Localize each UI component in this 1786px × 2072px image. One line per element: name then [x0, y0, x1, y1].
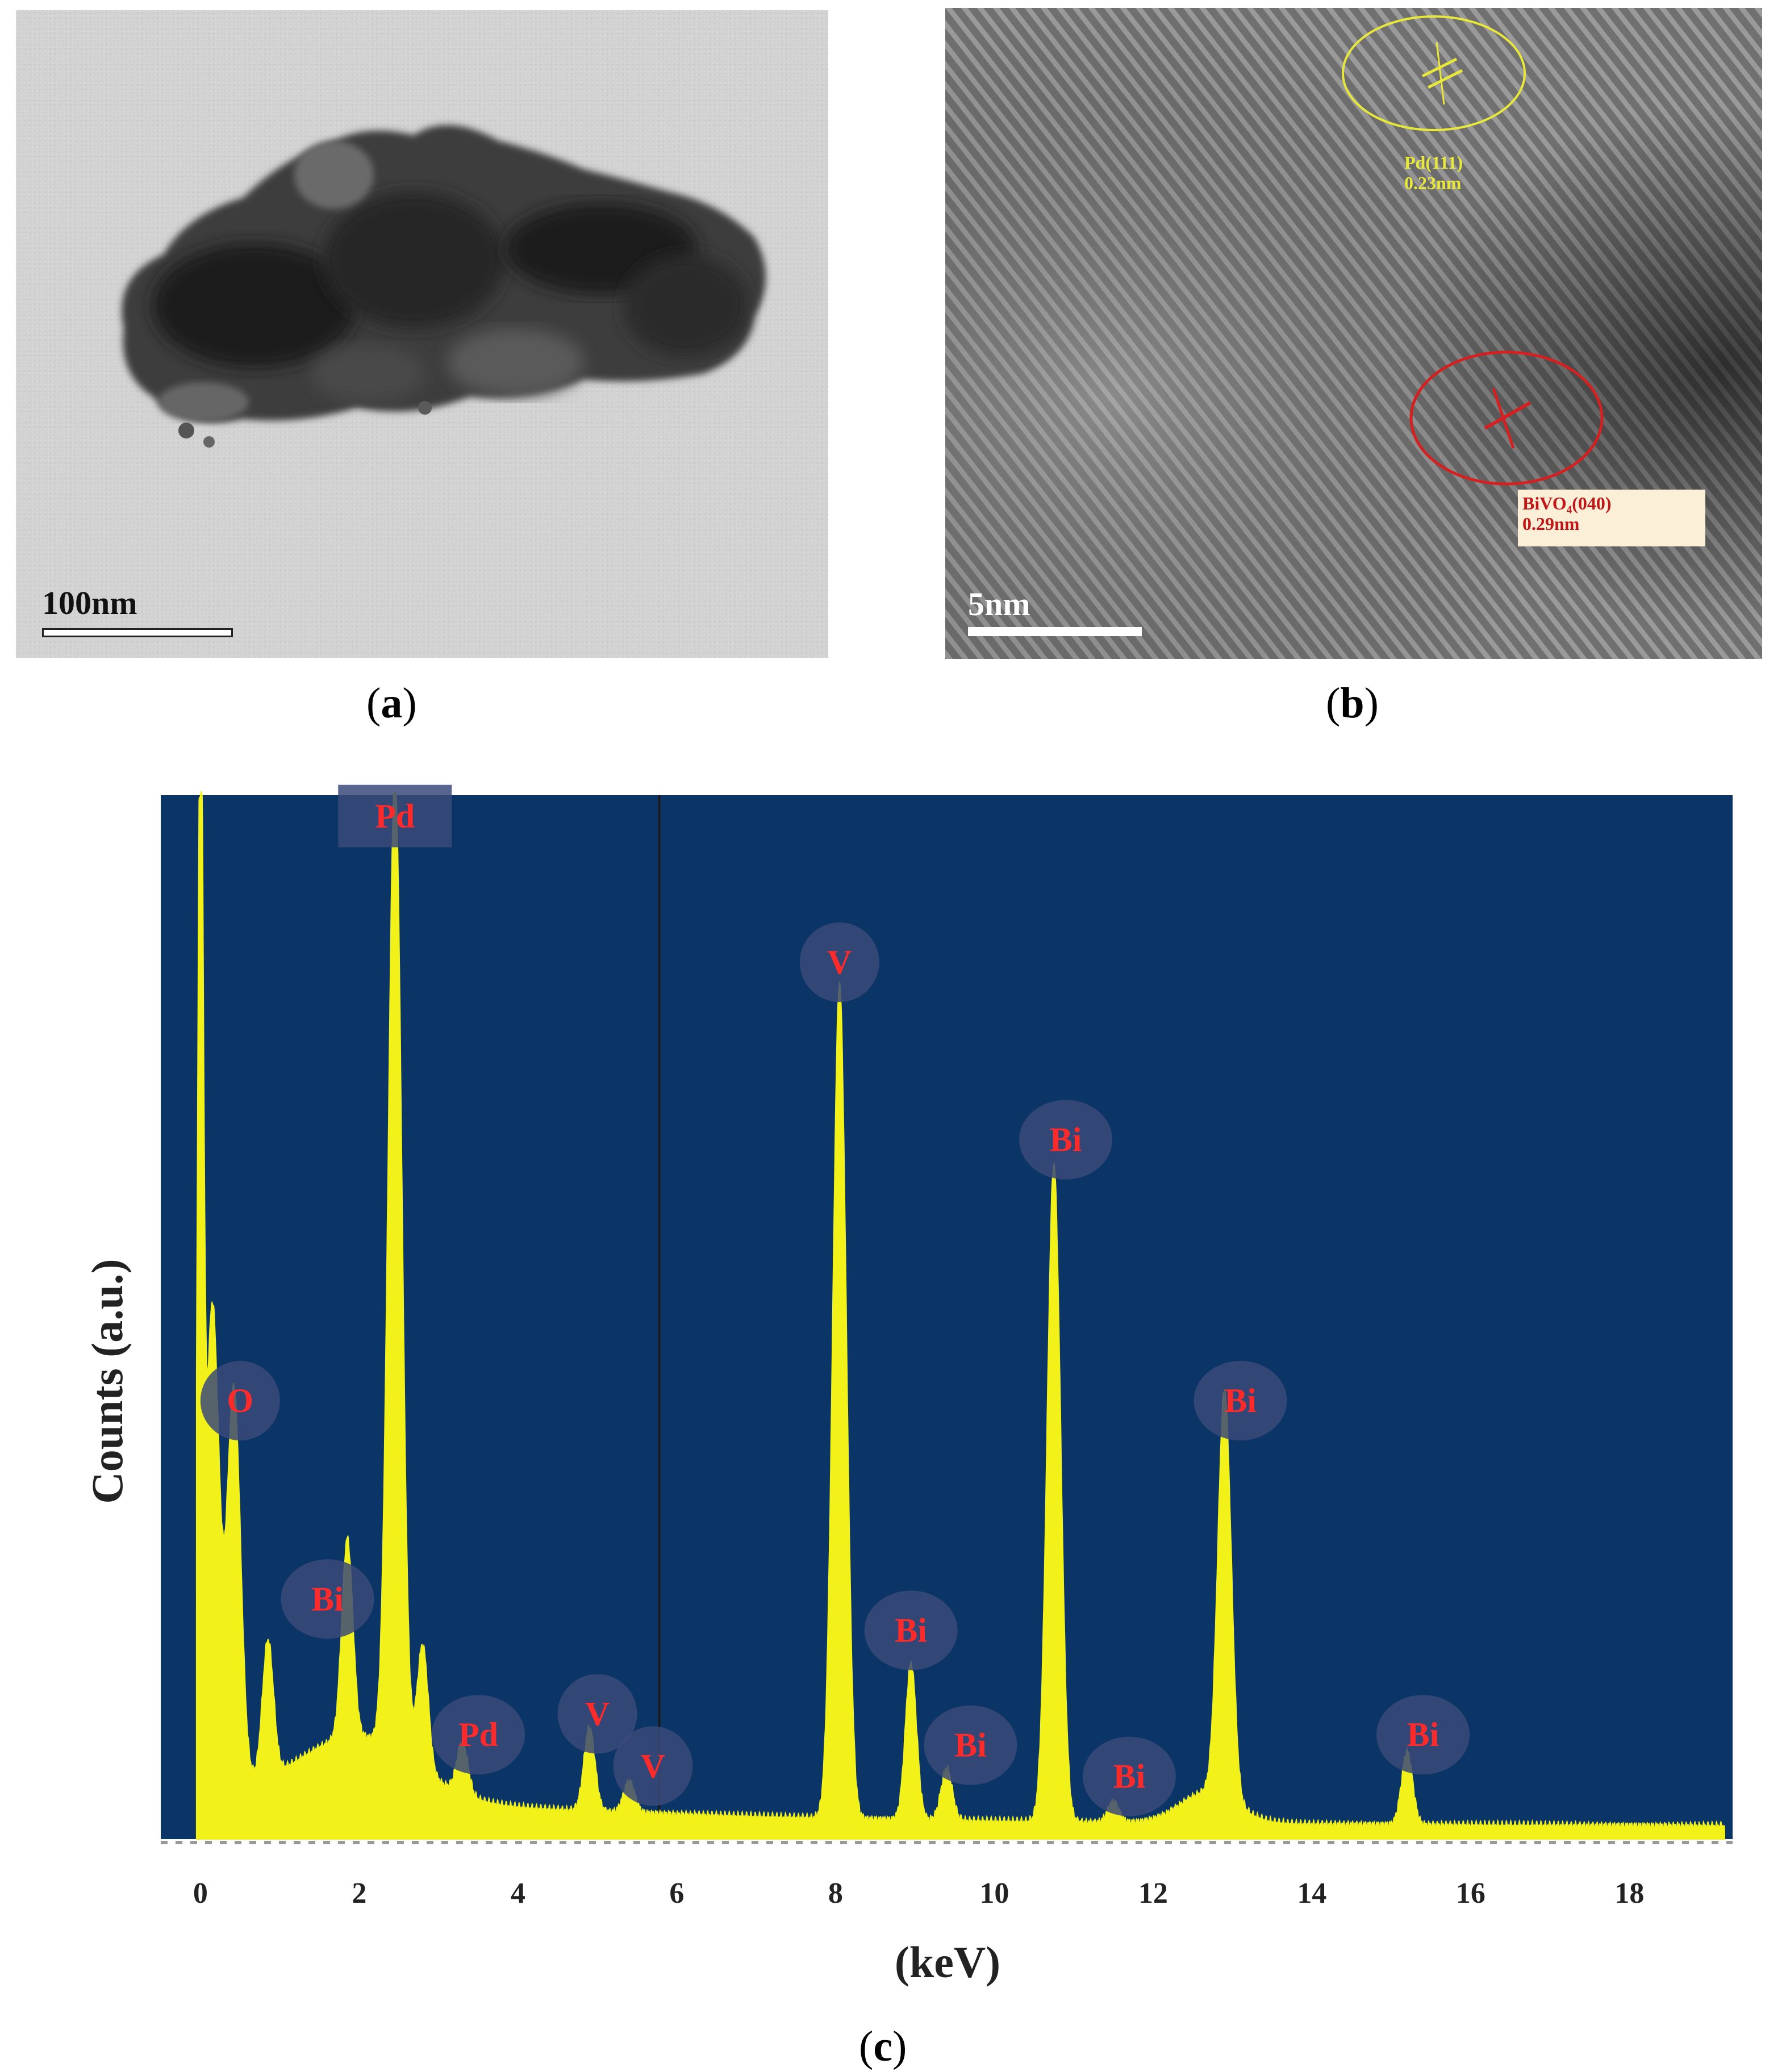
peak-label-badge — [1082, 1736, 1176, 1816]
peak-label-text: Bi — [1407, 1716, 1439, 1753]
scale-bar-b — [968, 627, 1142, 636]
peak-label-text: Pd — [375, 797, 415, 835]
x-tick-label: 4 — [511, 1877, 525, 1910]
x-tick-label: 10 — [979, 1877, 1009, 1910]
peak-label: Bi — [864, 1590, 958, 1670]
peak-label-badge — [864, 1590, 958, 1670]
peak-label: Bi — [1194, 1361, 1287, 1441]
peak-label-text: Bi — [1224, 1382, 1257, 1419]
peak-label-badge — [338, 784, 452, 847]
peak-label: V — [557, 1674, 637, 1754]
pd-lattice-label: Pd(111) 0.23nm — [1404, 152, 1463, 193]
x-tick-label: 18 — [1614, 1877, 1644, 1910]
panel-letter-c: (c) — [859, 2023, 907, 2070]
peak-label-badge — [431, 1695, 525, 1775]
peak-label: V — [613, 1726, 693, 1806]
peak-label: V — [799, 922, 879, 1002]
x-tick-label: 14 — [1297, 1877, 1326, 1910]
peak-label-text: V — [827, 943, 852, 981]
peak-label: O — [200, 1361, 280, 1441]
peak-label-text: O — [227, 1382, 253, 1419]
tem-particle-image — [122, 125, 766, 448]
peak-label-badge — [200, 1361, 280, 1441]
peak-label-text: Bi — [954, 1727, 987, 1764]
peak-label-text: Bi — [1050, 1121, 1082, 1159]
panel-letter-b: (b) — [1326, 679, 1379, 727]
peak-label-badge — [613, 1726, 693, 1806]
scale-label-a: 100nm — [42, 584, 137, 621]
peak-label: Bi — [924, 1705, 1017, 1785]
hrtem-lattice-image — [945, 8, 1762, 659]
bivo4-lattice-label: BiVO₄(040) 0.29nm — [1518, 490, 1705, 546]
x-tick-label: 2 — [352, 1877, 366, 1910]
peak-label-text: Bi — [311, 1580, 344, 1618]
x-tick-label: 12 — [1138, 1877, 1168, 1910]
peak-label-text: V — [641, 1747, 665, 1785]
spectrum-layer — [195, 791, 1726, 1840]
peak-label-badge — [799, 922, 879, 1002]
peak-label-badge — [281, 1559, 374, 1639]
hrtem-image-panel-b: Pd(111) 0.23nm BiVO₄(040) 0.29nm 5nm — [945, 8, 1762, 659]
peak-label: Bi — [281, 1559, 374, 1639]
peak-label-text: V — [585, 1695, 610, 1732]
panel-letter-a: (a) — [366, 679, 417, 727]
peak-label-text: Pd — [458, 1716, 498, 1753]
y-axis-label: Counts (a.u.) — [82, 1259, 132, 1503]
peak-label: Bi — [1376, 1695, 1470, 1775]
x-tick-label: 6 — [669, 1877, 684, 1910]
x-tick-label: 16 — [1456, 1877, 1485, 1910]
peak-label: Bi — [1019, 1100, 1113, 1180]
scale-bar-a — [42, 628, 233, 637]
peak-label-text: Bi — [1113, 1758, 1146, 1795]
peak-label-badge — [924, 1705, 1017, 1785]
x-axis-label: (keV) — [895, 1937, 1000, 1987]
x-tick-label: 0 — [193, 1877, 208, 1910]
peak-label-badge — [1019, 1100, 1113, 1180]
tem-image-panel-a: 100nm — [16, 10, 828, 658]
peak-label: Pd — [338, 784, 452, 847]
x-axis: 0 2 4 6 8 10 12 14 16 18 — [161, 1841, 1733, 1910]
peak-label: Bi — [1082, 1736, 1176, 1816]
peak-label-badge — [1376, 1695, 1470, 1775]
scale-label-b: 5nm — [968, 586, 1030, 623]
peak-label-badge — [1194, 1361, 1287, 1441]
peak-label-text: Bi — [895, 1611, 927, 1649]
peak-label-badge — [557, 1674, 637, 1754]
peak-label: Pd — [431, 1695, 525, 1775]
bivo4-annotation-circle — [1409, 350, 1604, 486]
pd-annotation-circle — [1342, 15, 1526, 131]
spectrum-trace — [195, 791, 1726, 1840]
x-tick-label: 8 — [828, 1877, 843, 1910]
